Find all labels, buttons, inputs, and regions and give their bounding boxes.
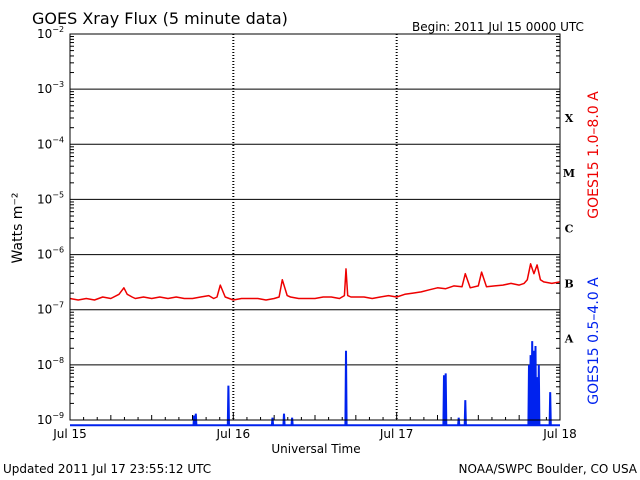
series-lines xyxy=(69,263,561,427)
flare-class-x: X xyxy=(565,112,574,125)
y-tick-label: 10−7 xyxy=(37,301,64,317)
x-axis-ticks: Jul 15 Jul 16 Jul 17 Jul 18 xyxy=(52,412,577,441)
x-tick-label: Jul 15 xyxy=(52,427,87,441)
series-line-1-8a xyxy=(69,263,561,301)
y-axis-ticks: 10−2 10−3 10−4 10−5 10−6 10−7 10−8 10−9 xyxy=(37,25,560,427)
updated-timestamp: Updated 2011 Jul 17 23:55:12 UTC xyxy=(3,462,211,476)
chart-title: GOES Xray Flux (5 minute data) xyxy=(32,9,288,28)
data-source: NOAA/SWPC Boulder, CO USA xyxy=(459,462,638,476)
begin-timestamp: Begin: 2011 Jul 15 0000 UTC xyxy=(412,20,584,34)
x-tick-label: Jul 16 xyxy=(216,427,251,441)
y-tick-label: 10−4 xyxy=(37,135,64,151)
legend-series-1: GOES15 1.0–8.0 A xyxy=(586,91,602,219)
y-tick-label: 10−6 xyxy=(37,246,64,262)
x-tick-label: Jul 18 xyxy=(542,427,577,441)
y-tick-label: 10−3 xyxy=(37,80,64,96)
y-tick-label: 10−9 xyxy=(37,411,64,427)
flare-class-a: A xyxy=(564,333,574,346)
x-axis-label: Universal Time xyxy=(271,442,360,456)
y-tick-label: 10−8 xyxy=(37,356,64,372)
flare-class-m: M xyxy=(563,167,575,180)
flare-class-labels: X M C B A xyxy=(563,112,575,346)
flare-class-c: C xyxy=(565,222,574,235)
y-axis-label: Watts m⁻² xyxy=(10,193,26,264)
legend-series-2: GOES15 0.5–4.0 A xyxy=(586,277,602,405)
grid-lines xyxy=(70,33,560,421)
y-tick-label: 10−2 xyxy=(37,25,64,41)
y-tick-label: 10−5 xyxy=(37,190,64,206)
flare-class-b: B xyxy=(564,277,573,290)
series-line-05-4a xyxy=(70,341,560,427)
plot-frame xyxy=(69,33,561,421)
x-tick-label: Jul 17 xyxy=(379,427,414,441)
